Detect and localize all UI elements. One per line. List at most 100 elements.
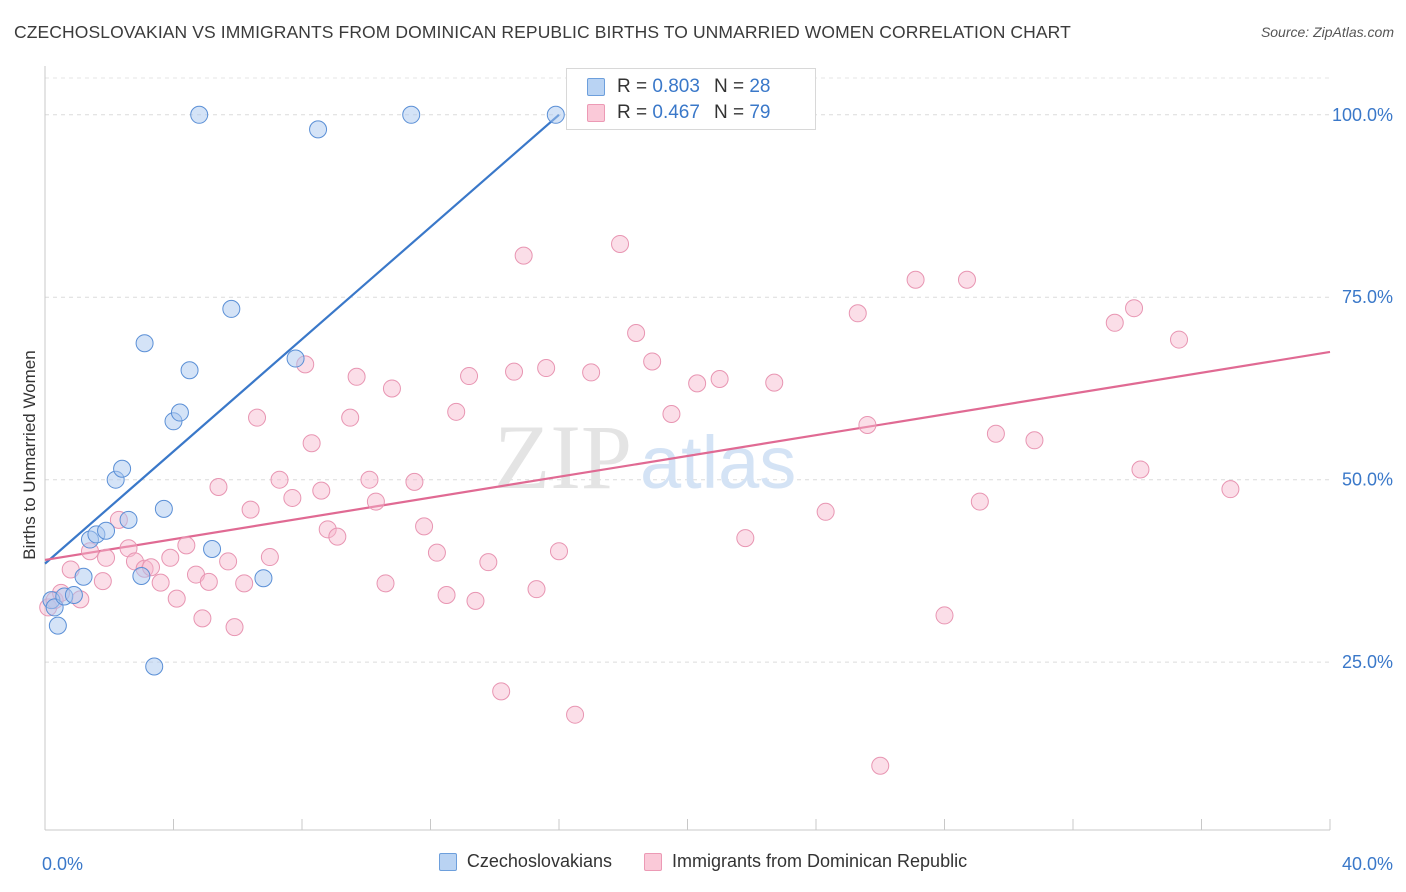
legend-n-value: 28 [749, 76, 771, 97]
data-point-dominican [376, 574, 395, 593]
data-point-czechoslovakian [309, 120, 328, 139]
data-point-czechoslovakian [145, 657, 164, 676]
data-point-czechoslovakian [113, 459, 132, 478]
legend-r-label: R = [617, 76, 648, 97]
data-point-dominican [688, 374, 707, 393]
data-point-dominican [219, 552, 238, 571]
data-point-dominican [225, 618, 244, 637]
data-point-czechoslovakian [190, 105, 209, 124]
data-point-dominican [360, 470, 379, 489]
data-point-dominican [427, 543, 446, 562]
data-point-dominican [270, 470, 289, 489]
y-tick-label: 50.0% [1342, 470, 1393, 490]
data-point-czechoslovakian [222, 299, 241, 318]
data-point-dominican [986, 424, 1005, 443]
data-point-dominican [177, 536, 196, 555]
data-point-dominican [662, 405, 681, 424]
data-point-dominican [382, 379, 401, 398]
gridlines [45, 77, 1330, 663]
data-point-dominican [328, 527, 347, 546]
data-point-dominican [119, 539, 138, 558]
data-point-dominican [1131, 460, 1150, 479]
data-point-czechoslovakian [64, 586, 83, 605]
data-point-dominican [848, 304, 867, 323]
data-point-dominican [193, 609, 212, 628]
data-point-dominican [93, 572, 112, 591]
legend-row-czechoslovakians: R = 0.803 N = 28 [587, 75, 770, 99]
data-point-dominican [283, 488, 302, 507]
x-tick-label: 0.0% [42, 854, 83, 874]
trend-lines [44, 113, 1331, 565]
data-point-czechoslovakian [203, 540, 222, 559]
data-point-dominican [550, 542, 568, 561]
data-point-dominican [241, 500, 260, 519]
data-point-czechoslovakian [48, 616, 67, 635]
data-point-dominican [871, 756, 890, 775]
data-point-dominican [447, 402, 466, 421]
trend-line-czechoslovakians [44, 113, 560, 565]
data-point-czechoslovakian [119, 510, 138, 529]
series-legend: Czechoslovakians Immigrants from Dominic… [0, 851, 1406, 872]
data-point-dominican [302, 434, 321, 453]
data-point-czechoslovakian [402, 105, 421, 124]
watermark-zip: ZIP [494, 406, 632, 508]
y-tick-label: 25.0% [1342, 652, 1393, 672]
data-point-dominican [161, 548, 180, 567]
data-point-dominican [248, 408, 267, 427]
data-point-dominican [466, 591, 485, 610]
y-tick-label: 75.0% [1342, 287, 1393, 307]
data-point-dominican [415, 517, 434, 536]
data-point-dominican [1221, 480, 1240, 499]
legend-swatch-pink [587, 104, 605, 122]
data-point-dominican [460, 367, 479, 386]
legend-label: Czechoslovakians [466, 851, 612, 871]
y-tick-label: 100.0% [1332, 105, 1393, 125]
data-point-czechoslovakian [286, 349, 305, 368]
data-point-czechoslovakian [97, 521, 116, 540]
data-point-dominican [970, 492, 989, 511]
data-point-dominican [479, 553, 498, 572]
data-point-dominican [199, 572, 218, 591]
data-point-dominican [366, 492, 385, 511]
watermark-atlas: atlas [640, 421, 796, 504]
data-point-dominican [527, 580, 546, 599]
tick-labels: 25.0% 50.0% 75.0% 100.0% 0.0% 40.0% [42, 105, 1393, 874]
data-point-dominican [935, 606, 954, 625]
legend-swatch-pink [643, 852, 662, 871]
legend-item-dominican[interactable]: Immigrants from Dominican Republic [643, 851, 968, 872]
data-point-czechoslovakian [74, 567, 93, 586]
legend-r-value: 0.467 [652, 102, 700, 123]
data-point-dominican [514, 246, 533, 265]
data-point-dominican [437, 586, 456, 605]
data-point-dominican [906, 270, 925, 289]
chart-title: CZECHOSLOVAKIAN VS IMMIGRANTS FROM DOMIN… [14, 22, 1071, 42]
legend-label: Immigrants from Dominican Republic [671, 851, 968, 871]
data-point-dominican [1170, 330, 1189, 349]
data-point-dominican [341, 408, 360, 427]
data-point-czechoslovakian [546, 105, 565, 124]
axes [44, 66, 1331, 831]
data-point-dominican [627, 324, 646, 343]
legend-r-label: R = [617, 102, 648, 123]
data-point-dominican [765, 373, 784, 392]
source-credit: Source: ZipAtlas.com [1260, 24, 1394, 40]
data-point-dominican [492, 682, 511, 701]
data-point-dominican [858, 415, 877, 434]
legend-swatch-blue [587, 78, 605, 96]
data-point-dominican [566, 705, 585, 724]
data-point-dominican [405, 472, 424, 491]
data-point-czechoslovakian [254, 569, 273, 588]
data-point-dominican [816, 502, 835, 521]
series-czechoslovakian-points [42, 105, 601, 676]
data-point-czechoslovakian [135, 334, 154, 353]
legend-n-label: N = [713, 76, 745, 97]
data-point-czechoslovakian [132, 567, 151, 586]
series-dominican-points [39, 234, 1240, 775]
x-tick-label: 40.0% [1342, 854, 1393, 874]
data-point-dominican [151, 573, 170, 592]
data-point-dominican [505, 362, 524, 381]
correlation-legend: R = 0.803 N = 28 R = 0.467 N = 79 [566, 68, 816, 130]
data-point-dominican [1125, 299, 1144, 318]
legend-item-czechoslovakians[interactable]: Czechoslovakians [438, 851, 612, 872]
